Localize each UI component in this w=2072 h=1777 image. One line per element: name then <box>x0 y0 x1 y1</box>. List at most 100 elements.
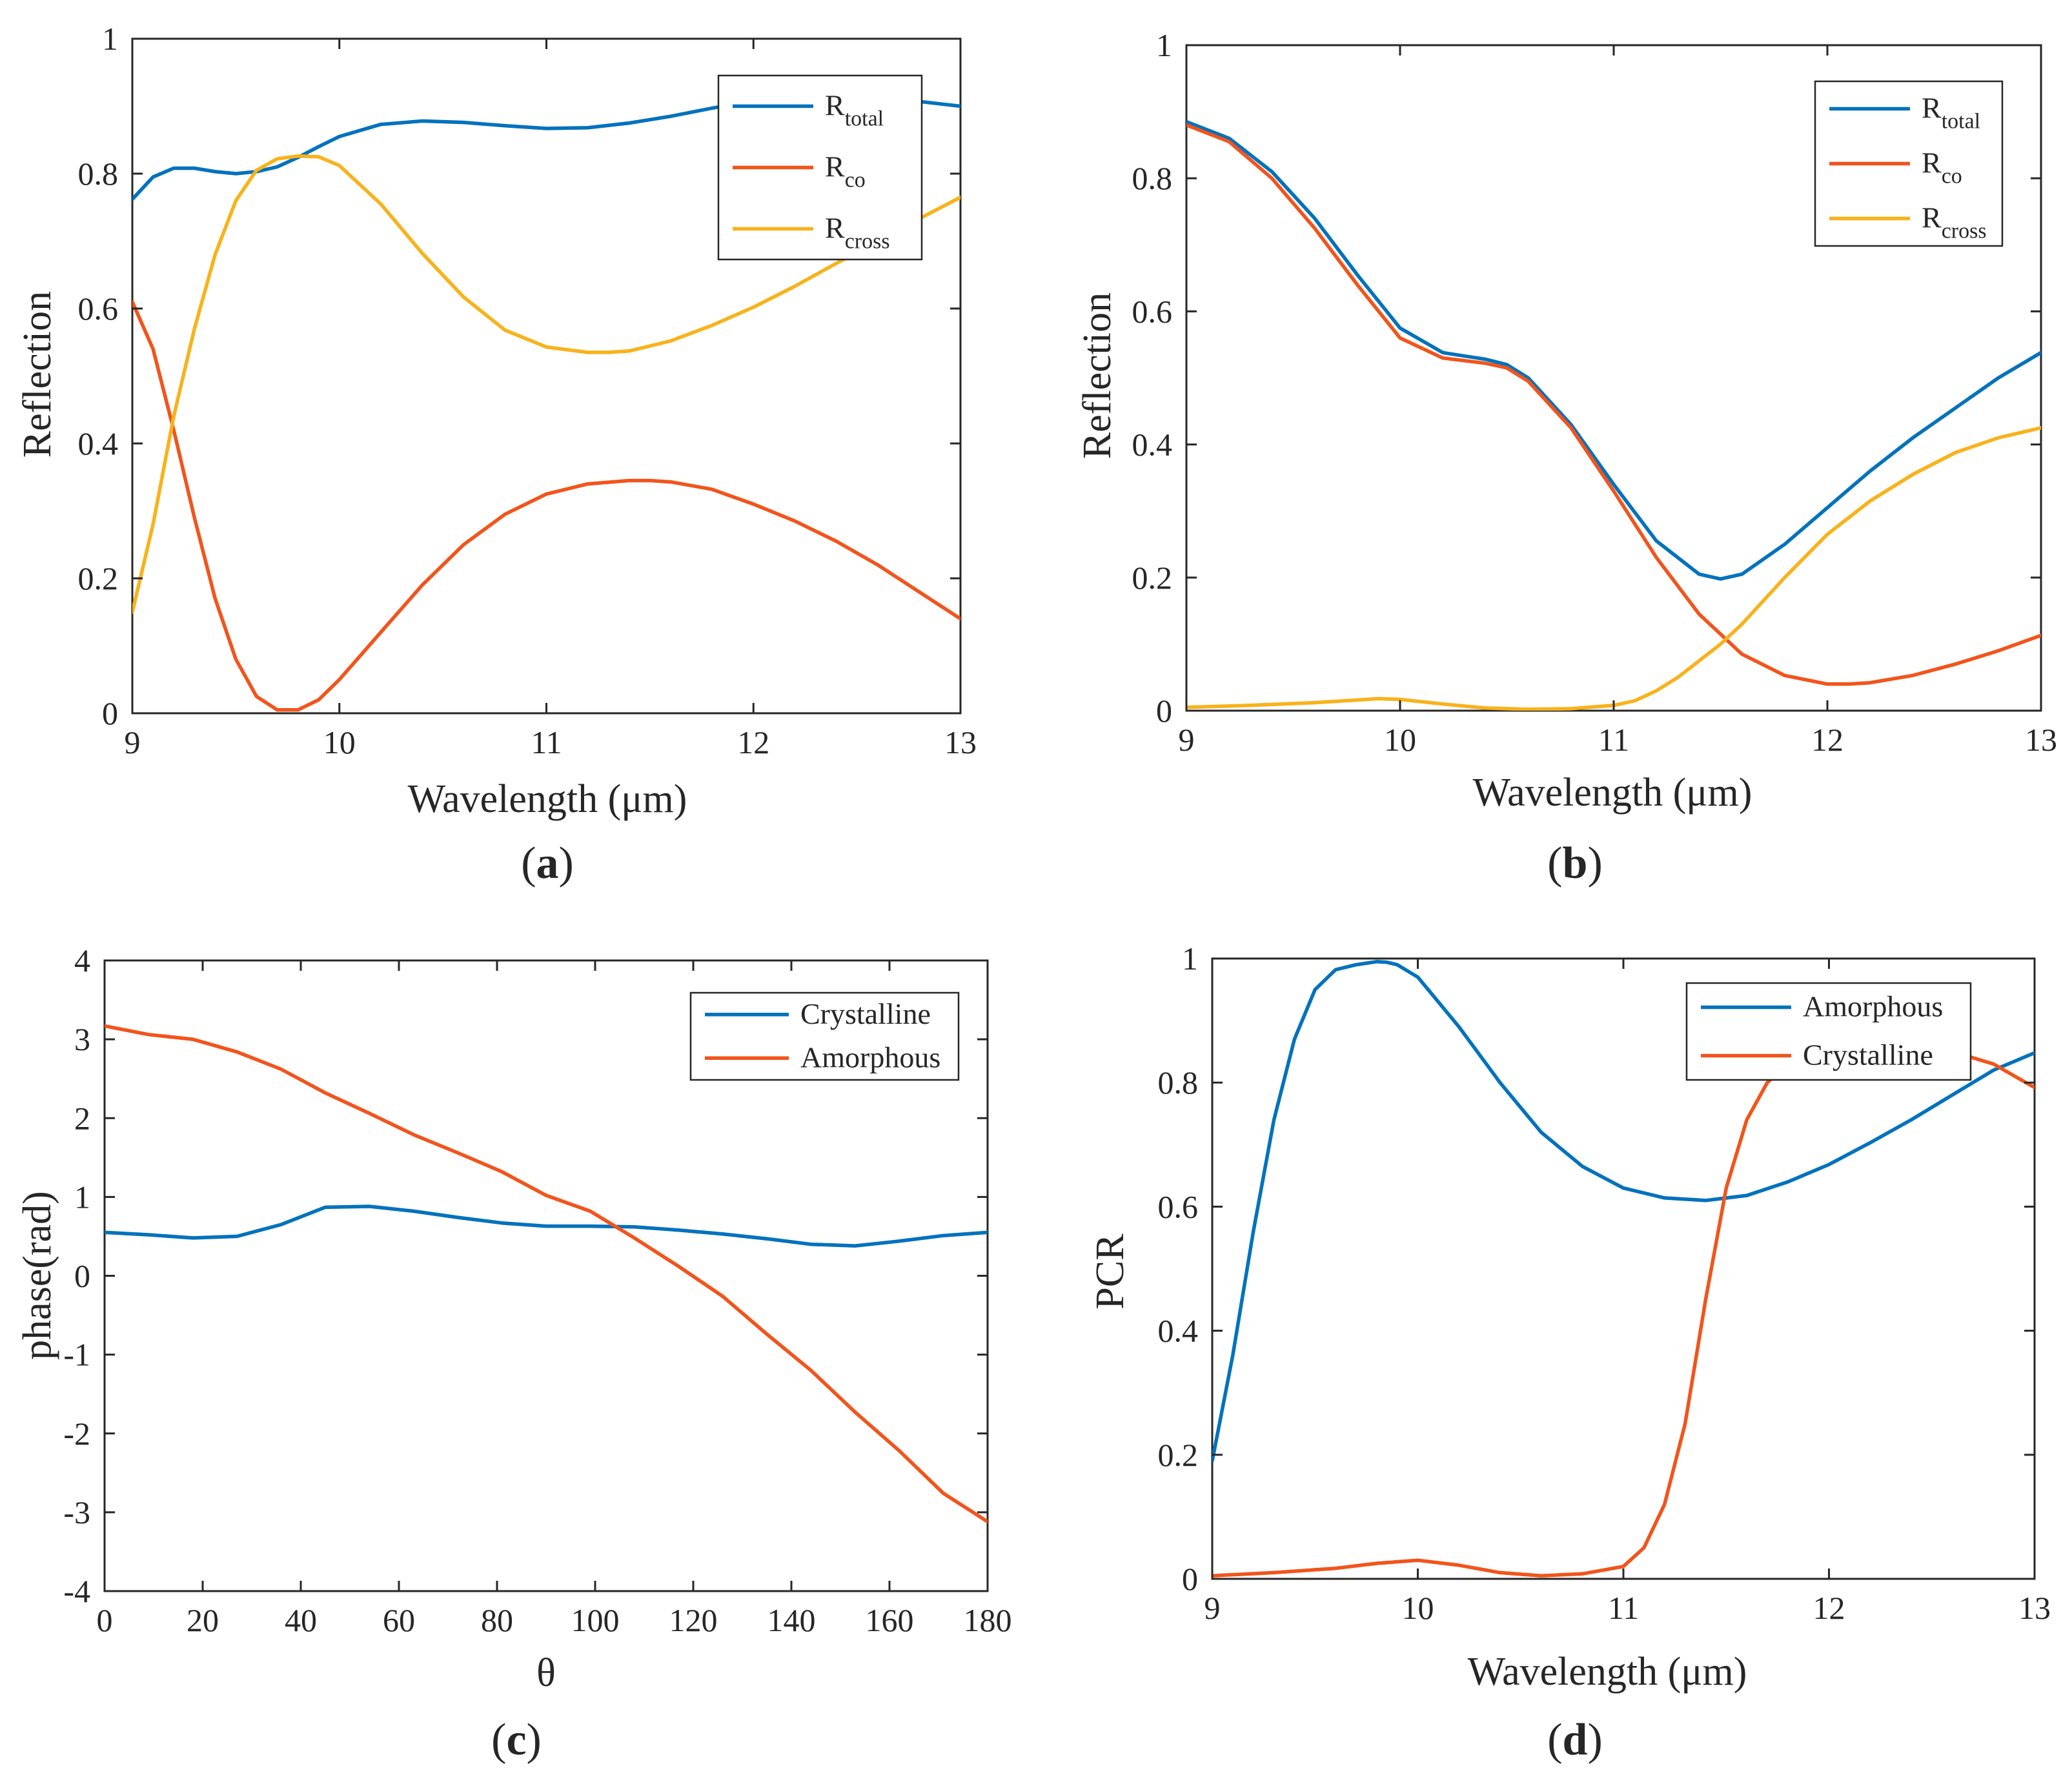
x-tick-label-b: 10 <box>1384 722 1416 758</box>
series-line-a-r-cross <box>132 154 960 614</box>
legend-label-b-r-cross: Rcross <box>1922 201 1987 243</box>
y-axis-label-c: phase(rad) <box>15 1191 59 1360</box>
y-tick-label-c: 3 <box>74 1021 90 1057</box>
y-tick-label-d: 0.6 <box>1158 1188 1199 1224</box>
y-tick-label-a: 0.4 <box>78 425 119 462</box>
x-tick-label-d: 13 <box>2018 1590 2051 1626</box>
x-tick-label-c: 120 <box>669 1602 718 1638</box>
x-tick-label-d: 12 <box>1813 1590 1845 1626</box>
x-tick-label-b: 9 <box>1179 722 1195 758</box>
series-line-b-r-total <box>1186 119 2041 581</box>
y-tick-label-b: 0.2 <box>1132 560 1173 596</box>
y-tick-label-b: 0.8 <box>1132 160 1173 196</box>
x-tick-label-c: 0 <box>97 1602 113 1638</box>
ticks-a: 9 10 11 12 13 0 0.2 0.4 0.6 0.8 1 <box>78 21 977 760</box>
legend-label-c-crystalline: Crystalline <box>800 997 931 1030</box>
y-tick-label-c: 1 <box>74 1179 90 1215</box>
legend-label-d-crystalline: Crystalline <box>1803 1039 1933 1071</box>
legend-b: Rtotal Rco Rcross <box>1814 80 2004 247</box>
x-tick-label-c: 40 <box>285 1602 317 1638</box>
y-tick-label-c: 0 <box>74 1258 90 1294</box>
y-tick-label-b: 1 <box>1156 27 1172 63</box>
x-tick-label-d: 9 <box>1204 1590 1221 1626</box>
legend-label-a-r-co: Rco <box>825 150 866 192</box>
x-tick-label-a: 10 <box>323 724 356 760</box>
y-axis-label-d: PCR <box>1088 1234 1132 1310</box>
legend-label-a-r-cross: Rcross <box>825 212 890 254</box>
y-tick-label-c: 4 <box>74 942 90 979</box>
legend-label-b-r-co: Rco <box>1922 147 1962 188</box>
x-axis-label-b: Wavelength (μm) <box>1473 771 1752 815</box>
y-tick-label-a: 0.8 <box>78 156 119 192</box>
legend-label-b-r-total: Rtotal <box>1922 92 1980 134</box>
y-tick-label-c: 2 <box>74 1100 90 1136</box>
y-tick-label-c: -4 <box>63 1573 90 1609</box>
x-axis-label-c: θ <box>536 1651 556 1695</box>
legend-box-c <box>689 991 960 1081</box>
series-line-d-crystalline <box>1212 1050 2035 1578</box>
y-axis-label-a: Reflection <box>15 291 59 458</box>
legend-box-d <box>1685 982 1972 1081</box>
panel-label-b: (b) <box>1547 838 1603 888</box>
series-line-c-crystalline <box>105 1204 988 1248</box>
x-axis-label-a: Wavelength (μm) <box>408 777 687 821</box>
x-tick-label-a: 9 <box>125 724 141 760</box>
legend-c: Crystalline Amorphous <box>689 991 960 1081</box>
x-tick-label-c: 20 <box>187 1602 219 1638</box>
y-tick-label-d: 0.8 <box>1158 1064 1199 1101</box>
y-tick-label-d: 0.4 <box>1158 1313 1199 1349</box>
y-tick-label-c: -2 <box>63 1416 90 1452</box>
ticks-c: 0 20 40 60 80 100 120 140 160 180 -4 -3 -2 -1 0 1 2 3 4 <box>63 942 1011 1638</box>
x-tick-label-c: 80 <box>481 1602 513 1638</box>
x-tick-label-b: 13 <box>2025 722 2057 758</box>
y-tick-label-d: 0.2 <box>1158 1437 1199 1473</box>
legend-d: Amorphous Crystalline <box>1685 982 1972 1081</box>
x-tick-label-a: 13 <box>944 724 977 760</box>
y-tick-label-c: -3 <box>63 1494 90 1530</box>
x-tick-label-d: 11 <box>1608 1590 1639 1626</box>
panel-label-d: (d) <box>1547 1715 1603 1765</box>
panel-label-c: (c) <box>491 1715 542 1765</box>
legend-label-d-amorphous: Amorphous <box>1803 990 1943 1023</box>
panel-label-a: (a) <box>521 838 574 888</box>
series-layer-b <box>1186 119 2041 711</box>
legend-label-a-r-total: Rtotal <box>825 89 884 131</box>
ticks-d: 9 10 11 12 13 0 0.2 0.4 0.6 0.8 1 <box>1158 940 2051 1626</box>
series-line-c-amorphous <box>105 1024 988 1524</box>
y-tick-label-a: 1 <box>102 21 118 57</box>
y-tick-label-a: 0.6 <box>78 290 119 327</box>
series-line-a-r-co <box>132 300 960 712</box>
y-tick-label-b: 0.6 <box>1132 293 1173 329</box>
x-tick-label-c: 60 <box>383 1602 415 1638</box>
legend-label-c-amorphous: Amorphous <box>800 1041 940 1073</box>
x-tick-label-c: 160 <box>866 1602 914 1638</box>
x-tick-label-d: 10 <box>1402 1590 1434 1626</box>
y-tick-label-d: 0 <box>1182 1561 1198 1597</box>
x-tick-label-b: 12 <box>1811 722 1843 758</box>
y-tick-label-b: 0 <box>1156 693 1172 729</box>
x-tick-label-a: 11 <box>531 724 562 760</box>
y-tick-label-b: 0.4 <box>1132 427 1173 463</box>
x-tick-label-c: 180 <box>964 1602 1012 1638</box>
series-line-b-r-cross <box>1186 426 2041 711</box>
x-tick-label-b: 11 <box>1598 722 1629 758</box>
x-tick-label-c: 140 <box>767 1602 816 1638</box>
series-layer-c <box>105 1024 988 1524</box>
y-axis-label-b: Reflection <box>1075 292 1119 459</box>
y-tick-label-a: 0 <box>102 695 118 731</box>
x-axis-label-d: Wavelength (μm) <box>1468 1650 1747 1694</box>
y-tick-label-d: 1 <box>1182 940 1198 977</box>
series-line-b-r-co <box>1186 123 2041 686</box>
y-tick-label-c: -1 <box>63 1337 90 1373</box>
y-tick-label-a: 0.2 <box>78 560 119 596</box>
legend-a: Rtotal Rco Rcross <box>717 74 923 261</box>
x-tick-label-c: 100 <box>571 1602 620 1638</box>
x-tick-label-a: 12 <box>737 724 769 760</box>
series-line-d-amorphous <box>1212 960 2035 1463</box>
ticks-b: 9 10 11 12 13 0 0.2 0.4 0.6 0.8 1 <box>1132 27 2058 758</box>
